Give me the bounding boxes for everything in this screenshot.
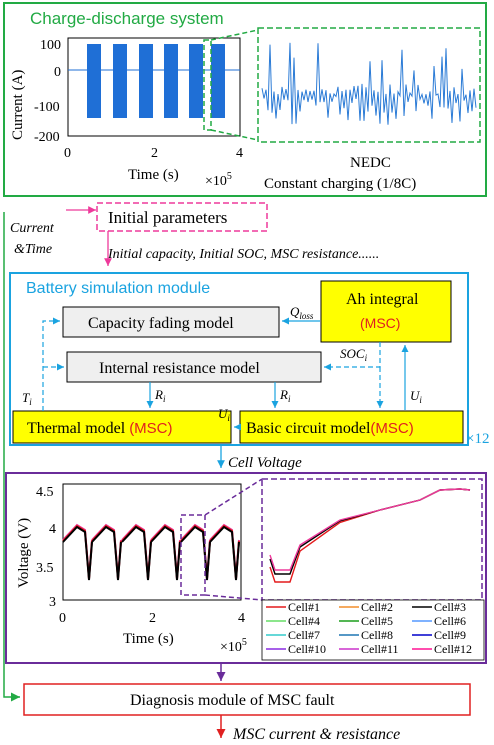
charge-system-title: Charge-discharge system bbox=[30, 9, 224, 28]
cell-voltage-label: Cell Voltage bbox=[228, 455, 302, 471]
current-time-label: &Time bbox=[14, 242, 52, 257]
diagnosis-box bbox=[23, 683, 471, 716]
ri-label-right: Ri bbox=[279, 387, 291, 404]
legend-label: Cell#12 bbox=[434, 642, 472, 656]
legend-label: Cell#11 bbox=[361, 642, 399, 656]
voltage-cycle bbox=[91, 525, 122, 581]
current-y-tick: 0 bbox=[54, 65, 61, 80]
voltage-y-tick: 4.5 bbox=[36, 485, 54, 500]
current-burst bbox=[164, 44, 178, 118]
current-burst bbox=[113, 44, 127, 118]
legend-label: Cell#7 bbox=[288, 628, 320, 642]
internal-resistance-box bbox=[66, 351, 322, 383]
voltage-zoom-connector bbox=[204, 478, 263, 516]
voltage-plot-xlabel: Time (s) bbox=[123, 631, 174, 647]
thermal-model-box bbox=[12, 410, 232, 444]
current-time-label: Current bbox=[10, 221, 55, 236]
voltage-cycle bbox=[62, 525, 93, 581]
legend-label: Cell#9 bbox=[434, 628, 466, 642]
ti-loop-line bbox=[42, 317, 60, 411]
current-burst bbox=[211, 44, 225, 118]
q-loss-label: Qloss bbox=[290, 304, 314, 321]
current-time-line bbox=[3, 212, 20, 702]
current-plot-x-exponent: ×105 bbox=[205, 171, 232, 189]
initial-parameters-detail: Initial capacity, Initial SOC, MSC resis… bbox=[107, 247, 379, 262]
voltage-x-tick: 4 bbox=[238, 611, 245, 626]
ui-label-left: Ui bbox=[218, 406, 230, 423]
voltage-cycle bbox=[180, 525, 211, 581]
voltage-zoom-connector bbox=[204, 594, 263, 601]
current-zoom-connector bbox=[210, 29, 259, 41]
initial-parameters-label: Initial parameters bbox=[108, 208, 227, 227]
battery-simulation-title: Battery simulation module bbox=[26, 280, 210, 297]
diagnosis-label: Diagnosis module of MSC fault bbox=[130, 692, 335, 709]
capacity-fading-box bbox=[62, 306, 280, 338]
current-x-tick: 2 bbox=[151, 146, 158, 161]
current-x-tick: 4 bbox=[236, 146, 243, 161]
legend-label: Cell#3 bbox=[434, 600, 466, 614]
voltage-x-tick: 2 bbox=[149, 611, 156, 626]
diagnosis-output-label: MSC current & resistance bbox=[232, 726, 400, 743]
current-zoom-panel bbox=[257, 27, 481, 143]
current-y-tick: 100 bbox=[40, 38, 61, 53]
capacity-fading-label: Capacity fading model bbox=[88, 315, 234, 332]
ui-label-right: Ui bbox=[410, 388, 422, 405]
charge-system-frame bbox=[3, 2, 487, 197]
current-burst bbox=[189, 44, 203, 118]
voltage-plot: Voltage (V) 4.5 4 3.5 3 0 2 4 Time (s) ×… bbox=[16, 483, 247, 655]
soc-label: SOCi bbox=[340, 346, 368, 363]
initial-parameters-box bbox=[96, 202, 268, 232]
multiplier-label: ×12 bbox=[466, 431, 489, 447]
current-zoom-connector bbox=[210, 129, 259, 141]
current-x-tick: 0 bbox=[64, 146, 71, 161]
voltage-waveform bbox=[62, 523, 240, 581]
legend-label: Cell#4 bbox=[288, 614, 320, 628]
voltage-zoom-traces bbox=[269, 488, 471, 583]
nedc-label: NEDC bbox=[350, 155, 391, 171]
current-plot-xlabel: Time (s) bbox=[128, 167, 179, 183]
zoom-voltage-trace bbox=[269, 488, 471, 571]
internal-resistance-label: Internal resistance model bbox=[99, 360, 260, 377]
voltage-y-tick: 4 bbox=[49, 522, 56, 537]
legend-label: Cell#10 bbox=[288, 642, 326, 656]
legend-label: Cell#2 bbox=[361, 600, 393, 614]
voltage-cycle bbox=[121, 525, 152, 581]
voltage-legend bbox=[261, 599, 485, 661]
ti-label: Ti bbox=[22, 390, 32, 407]
basic-circuit-label: Basic circuit model(MSC) bbox=[246, 420, 414, 437]
legend-label: Cell#8 bbox=[361, 628, 393, 642]
voltage-plot-ylabel: Voltage (V) bbox=[16, 518, 32, 588]
voltage-cycle bbox=[209, 525, 240, 581]
legend-label: Cell#1 bbox=[288, 600, 320, 614]
ri-label-left: Ri bbox=[154, 387, 166, 404]
current-burst bbox=[139, 44, 153, 118]
legend-label: Cell#6 bbox=[434, 614, 466, 628]
voltage-cycle bbox=[150, 525, 181, 581]
current-burst bbox=[87, 44, 101, 118]
ah-integral-label: Ah integral bbox=[346, 291, 419, 308]
voltage-y-tick: 3.5 bbox=[36, 561, 54, 576]
ah-integral-box bbox=[320, 280, 452, 343]
basic-circuit-box bbox=[239, 410, 464, 444]
current-plot-ylabel: Current (A) bbox=[10, 70, 26, 140]
nedc-trace bbox=[261, 42, 477, 125]
current-y-tick: -200 bbox=[34, 130, 60, 145]
voltage-x-tick: 0 bbox=[59, 611, 66, 626]
current-zoom-source bbox=[203, 39, 212, 131]
voltage-zoom-source bbox=[180, 514, 206, 596]
legend-label: Cell#5 bbox=[361, 614, 393, 628]
ah-integral-msc: (MSC) bbox=[360, 315, 400, 331]
constant-charging-label: Constant charging (1/8C) bbox=[264, 176, 416, 192]
current-y-tick: -100 bbox=[34, 100, 60, 115]
voltage-y-tick: 3 bbox=[49, 595, 56, 610]
voltage-plot-x-exponent: ×105 bbox=[220, 637, 247, 655]
thermal-model-label: Thermal model (MSC) bbox=[27, 420, 173, 437]
